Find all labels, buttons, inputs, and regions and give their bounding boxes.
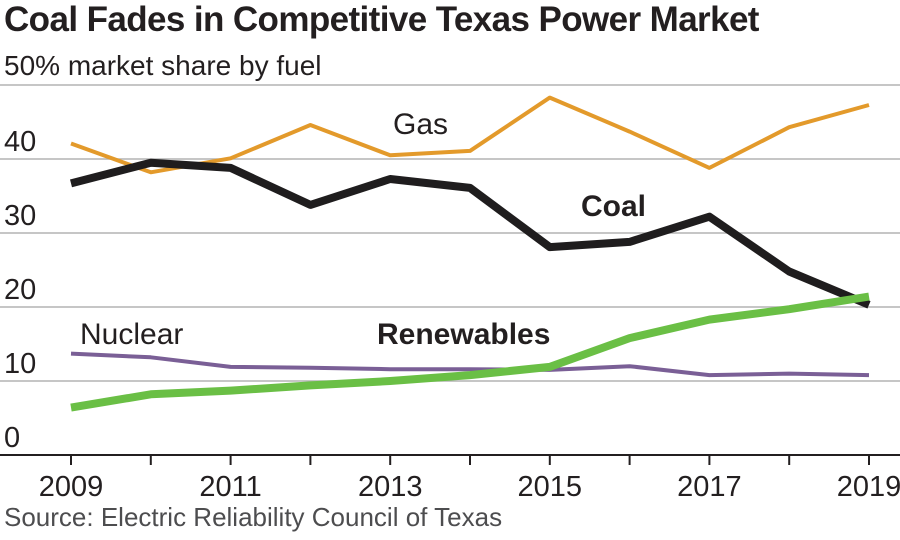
series-line-nuclear: [70, 351, 870, 378]
series-label-gas: Gas: [393, 108, 448, 141]
x-axis-tick-labels: 2009 2011 2013 2015 2017 2019: [39, 471, 900, 503]
chart-title: Coal Fades in Competitive Texas Power Ma…: [4, 0, 759, 39]
x-tick-label: 2013: [358, 471, 423, 503]
series-line-coal: [69, 158, 871, 309]
series-labels: Gas Coal Nuclear Renewables: [80, 108, 646, 351]
x-tick-label: 2017: [677, 471, 742, 503]
x-tick-label: 2011: [199, 471, 261, 503]
source-note: Source: Electric Reliability Council of …: [4, 502, 503, 532]
y-tick-label: 40: [4, 126, 36, 158]
x-tick-label: 2009: [39, 471, 104, 503]
y-tick-label: 10: [4, 348, 36, 380]
series-lines: [69, 95, 871, 412]
y-tick-label: 20: [4, 274, 36, 306]
y-tick-label: 30: [4, 200, 36, 232]
y-tick-label: 0: [4, 422, 20, 454]
series-label-nuclear: Nuclear: [80, 318, 183, 351]
series-line-renewables: [70, 292, 870, 412]
y-axis-tick-labels: 0 10 20 30 40: [4, 126, 36, 454]
x-tick-label: 2015: [518, 471, 583, 503]
series-label-coal: Coal: [581, 190, 646, 223]
series-line-gas: [70, 95, 870, 175]
x-axis: [0, 454, 900, 465]
series-label-renewables: Renewables: [377, 318, 550, 351]
x-tick-label: 2019: [837, 471, 900, 503]
chart-subtitle: 50% market share by fuel: [4, 50, 322, 81]
